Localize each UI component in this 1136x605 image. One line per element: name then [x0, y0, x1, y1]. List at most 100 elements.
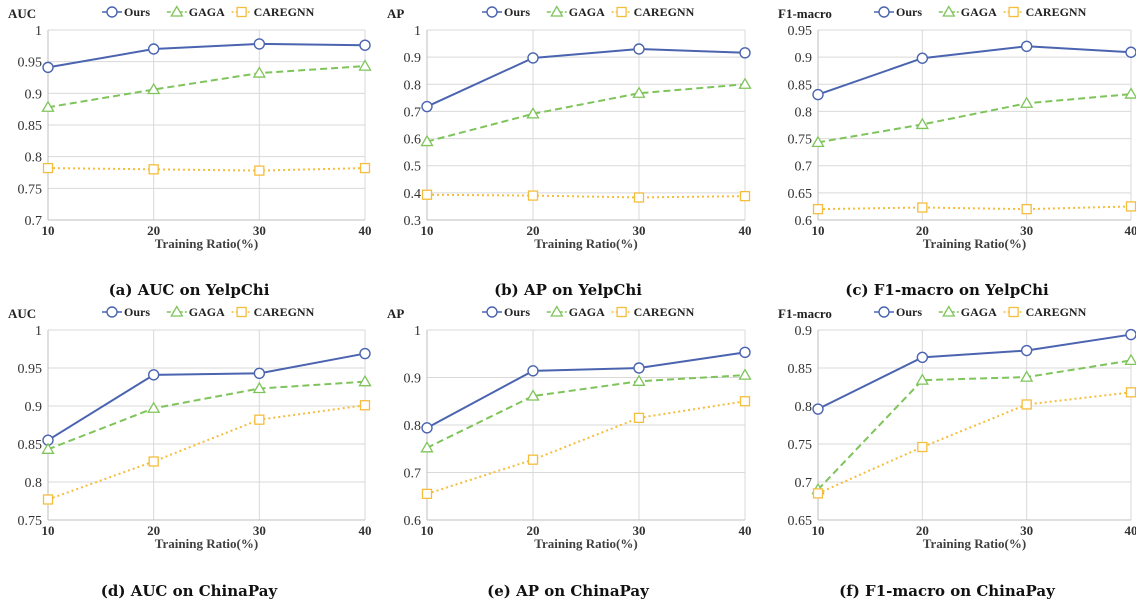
data-point-caregnn	[359, 400, 371, 411]
x-axis-label: Training Ratio(%)	[923, 236, 1026, 251]
data-point-ours	[739, 47, 751, 59]
y-tick-label: 1	[414, 324, 421, 339]
legend-marker-ours	[878, 306, 890, 318]
data-point-ours	[633, 43, 645, 55]
x-tick-label: 20	[916, 223, 929, 238]
y-tick-label: 0.8	[25, 151, 43, 166]
y-tick-label: 0.9	[795, 51, 813, 66]
x-axis-label: Training Ratio(%)	[534, 536, 637, 551]
data-point-gaga	[420, 134, 434, 147]
data-point-gaga	[811, 135, 825, 148]
x-tick-label: 10	[812, 223, 825, 238]
legend-label-gaga: GAGA	[189, 305, 225, 319]
series-line-caregnn	[817, 205, 1132, 211]
y-axis-label: AUC	[8, 306, 36, 321]
legend-marker-ours	[878, 6, 890, 18]
legend-marker-caregnn	[1008, 6, 1019, 18]
data-point-gaga	[632, 86, 646, 98]
x-tick-label: 10	[812, 523, 825, 538]
data-point-gaga	[915, 373, 929, 385]
data-point-ours	[359, 39, 371, 51]
legend-label-caregnn: CAREGNN	[254, 5, 315, 19]
data-point-caregnn	[1021, 399, 1032, 410]
data-point-caregnn	[917, 441, 928, 453]
chart-panel-5: 0.65 0.7 0.75 0.8 0.85 0.9 10 20 30 40 Training Ra…	[778, 305, 1136, 551]
y-tick-label: 0.7	[25, 214, 43, 229]
caption-a: (a) AUC on YelpChi	[108, 281, 270, 299]
legend-label-caregnn: CAREGNN	[1026, 5, 1087, 19]
y-tick-label: 0.8	[795, 400, 813, 415]
x-tick-label: 10	[42, 223, 55, 238]
series-line-gaga	[817, 93, 1132, 144]
x-tick-label: 30	[253, 523, 266, 538]
series-line-ours	[426, 47, 746, 108]
legend-label-gaga: GAGA	[569, 305, 605, 319]
legend-marker-caregnn	[616, 6, 627, 18]
data-point-caregnn	[1125, 387, 1136, 398]
series-line-gaga	[817, 359, 1132, 491]
data-point-caregnn	[359, 162, 371, 174]
x-tick-label: 20	[527, 523, 540, 538]
y-tick-label: 0.6	[795, 214, 813, 229]
legend-marker-caregnn	[616, 306, 627, 318]
data-point-caregnn	[739, 396, 751, 407]
y-axis-label: F1-macro	[778, 6, 832, 21]
data-point-caregnn	[917, 202, 928, 213]
data-point-ours	[633, 362, 645, 374]
x-axis-label: Training Ratio(%)	[923, 536, 1026, 551]
y-tick-label: 0.85	[788, 362, 813, 377]
x-tick-label: 10	[42, 523, 55, 538]
data-point-caregnn	[527, 190, 539, 201]
data-point-ours	[421, 422, 433, 434]
legend-label-caregnn: CAREGNN	[254, 305, 315, 319]
data-point-caregnn	[42, 494, 54, 505]
data-point-gaga	[252, 381, 266, 394]
data-point-caregnn	[739, 190, 751, 202]
data-point-ours	[1125, 46, 1136, 58]
y-tick-label: 0.8	[404, 419, 422, 434]
x-tick-label: 30	[1020, 223, 1033, 238]
legend: Ours GAGA CAREGNN	[102, 305, 315, 319]
caption-f: (f) F1-macro on ChinaPay	[839, 582, 1055, 600]
x-tick-label: 30	[633, 223, 646, 238]
series-line-gaga	[47, 65, 366, 109]
y-tick-label: 0.85	[18, 438, 43, 453]
data-point-gaga	[252, 66, 266, 78]
legend-marker-gaga	[170, 305, 184, 317]
data-point-caregnn	[148, 164, 159, 175]
y-tick-label: 0.95	[18, 362, 43, 377]
data-point-gaga	[526, 107, 540, 119]
y-tick-label: 0.9	[404, 51, 422, 66]
chart-panel-4: 0.6 0.7 0.8 0.9 1 10 20 30 40 Training Ratio(%) AP…	[387, 305, 752, 551]
x-tick-label: 10	[421, 523, 434, 538]
y-tick-label: 0.6	[404, 514, 422, 529]
data-point-ours	[812, 88, 824, 101]
data-point-ours	[42, 61, 54, 74]
data-point-gaga	[738, 368, 752, 380]
y-tick-label: 1	[414, 24, 421, 39]
y-tick-label: 0.6	[404, 133, 422, 148]
data-point-ours	[1020, 40, 1033, 52]
series-line-caregnn	[426, 400, 746, 495]
legend: Ours GAGA CAREGNN	[874, 305, 1087, 319]
legend-label-caregnn: CAREGNN	[634, 305, 695, 319]
y-axis-label: AP	[387, 6, 404, 21]
caption-d: (d) AUC on ChinaPay	[100, 582, 278, 600]
legend-label-gaga: GAGA	[961, 305, 997, 319]
legend-marker-gaga	[170, 5, 184, 17]
data-point-ours	[421, 100, 433, 113]
x-tick-label: 40	[359, 523, 372, 538]
x-tick-label: 10	[421, 223, 434, 238]
legend-label-gaga: GAGA	[189, 5, 225, 19]
y-tick-label: 0.9	[795, 324, 813, 339]
legend-marker-ours	[486, 6, 498, 18]
legend-label-ours: Ours	[896, 5, 922, 19]
x-tick-label: 30	[633, 523, 646, 538]
chart-panel-2: 0.6 0.65 0.7 0.75 0.8 0.85 0.9 0.95 10 20 30 40 Trai…	[778, 5, 1136, 251]
legend-marker-gaga	[942, 305, 956, 317]
data-point-ours	[916, 52, 929, 64]
series-line-gaga	[426, 374, 746, 449]
data-point-caregnn	[148, 456, 159, 467]
data-point-gaga	[41, 100, 55, 112]
x-tick-label: 30	[1020, 523, 1033, 538]
